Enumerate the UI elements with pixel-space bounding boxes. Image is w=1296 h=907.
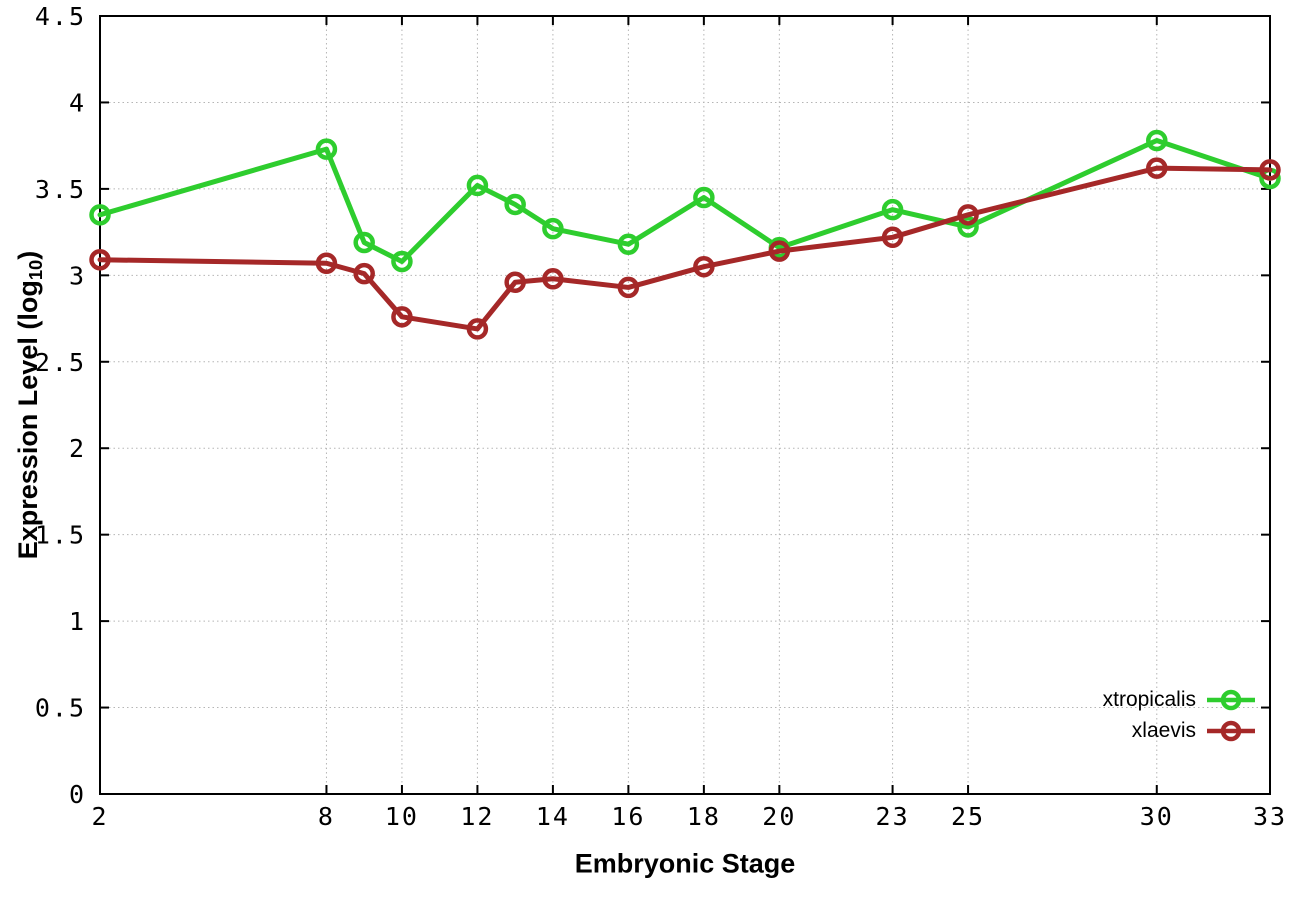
data-point-xtropicalis <box>353 231 375 254</box>
y-tick-label: 1 <box>69 607 86 636</box>
x-tick-label: 16 <box>611 802 645 831</box>
legend-item-xlaevis: xlaevis <box>1132 717 1256 744</box>
data-point-xlaevis <box>391 306 413 328</box>
data-point-xlaevis <box>1146 157 1168 179</box>
legend-label-xtropicalis: xtropicalis <box>1102 687 1196 711</box>
data-point-xtropicalis <box>504 193 526 216</box>
x-tick-label: 33 <box>1253 802 1287 831</box>
series-line-xtropicalis <box>97 137 1273 265</box>
data-point-xlaevis <box>353 262 375 285</box>
series-line-xlaevis <box>97 165 1273 332</box>
data-point-xlaevis <box>768 240 791 262</box>
legend: xtropicalis xlaevis <box>1103 686 1256 744</box>
x-tick-label: 25 <box>951 802 985 831</box>
data-point-xtropicalis <box>315 138 338 160</box>
y-tick-label: 1.5 <box>35 521 86 550</box>
data-point-xtropicalis <box>391 250 413 273</box>
data-point-xtropicalis <box>617 233 640 255</box>
data-point-xlaevis <box>466 318 489 340</box>
y-tick-label: 0.5 <box>35 694 86 723</box>
y-axis-label-main: Expression Level (log <box>13 280 44 560</box>
x-tick-label: 2 <box>91 802 108 831</box>
y-tick-label: 2.5 <box>35 348 86 377</box>
y-tick-label: 3 <box>69 261 86 290</box>
y-tick-label: 0 <box>69 780 86 809</box>
data-point-xlaevis <box>693 255 715 278</box>
y-tick-label: 3.5 <box>35 175 86 204</box>
legend-item-xtropicalis: xtropicalis <box>1103 686 1256 713</box>
y-axis-label-subscript: 10 <box>24 259 46 281</box>
data-point-xlaevis <box>957 204 979 226</box>
legend-label-xlaevis: xlaevis <box>1131 718 1196 742</box>
data-point-xtropicalis <box>957 216 979 238</box>
x-tick-label: 30 <box>1140 802 1174 831</box>
data-point-xlaevis <box>617 276 640 299</box>
y-tick-label: 4.5 <box>35 2 86 31</box>
data-point-xtropicalis <box>89 204 111 226</box>
x-tick-label: 8 <box>318 802 335 831</box>
y-tick-label: 2 <box>69 434 86 463</box>
data-point-xlaevis <box>315 252 338 274</box>
data-point-xlaevis <box>1259 159 1281 181</box>
x-tick-label: 10 <box>385 802 419 831</box>
legend-key-xlaevis <box>1207 720 1255 741</box>
x-tick-label: 14 <box>536 802 570 831</box>
data-point-xtropicalis <box>1146 129 1168 152</box>
data-point-xtropicalis <box>881 198 904 221</box>
data-point-xtropicalis <box>542 217 564 240</box>
data-point-xlaevis <box>89 249 111 271</box>
data-point-xlaevis <box>881 226 904 249</box>
data-point-xtropicalis <box>466 174 489 197</box>
x-tick-label: 23 <box>876 802 910 831</box>
y-tick-label: 4 <box>69 88 86 117</box>
x-tick-label: 18 <box>687 802 721 831</box>
data-point-xlaevis <box>542 268 564 290</box>
plot-border <box>99 15 1271 795</box>
x-tick-label: 20 <box>762 802 796 831</box>
y-axis-label-close: ) <box>13 250 44 260</box>
x-tick-label: 12 <box>460 802 494 831</box>
legend-key-xtropicalis <box>1207 689 1255 710</box>
x-axis-label: Embryonic Stage <box>574 848 796 879</box>
y-axis-label-text: Expression Level (log10) <box>13 251 47 560</box>
data-point-xtropicalis <box>693 186 715 209</box>
data-point-xlaevis <box>504 271 526 293</box>
